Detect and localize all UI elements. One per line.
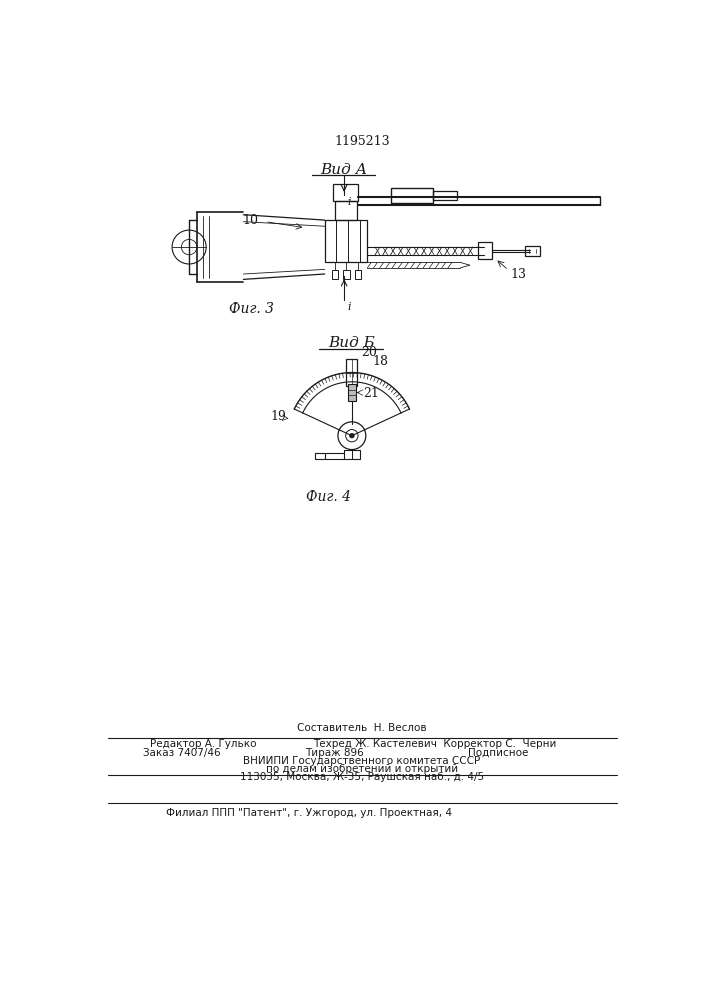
Bar xyxy=(355,270,361,279)
Bar xyxy=(433,191,457,200)
Text: 13: 13 xyxy=(510,267,527,280)
Text: 19: 19 xyxy=(270,410,286,423)
Bar xyxy=(348,384,356,401)
Text: Техред Ж. Кастелевич  Корректор С.  Черни: Техред Ж. Кастелевич Корректор С. Черни xyxy=(313,739,556,749)
Text: i: i xyxy=(347,197,351,207)
Text: Подписное: Подписное xyxy=(468,748,529,758)
Text: 1195213: 1195213 xyxy=(334,135,390,148)
Text: 21: 21 xyxy=(363,387,379,400)
Bar xyxy=(325,220,368,262)
Bar xyxy=(391,188,433,203)
Text: i: i xyxy=(347,302,351,312)
Text: ВНИИПИ Государственного комитета СССР: ВНИИПИ Государственного комитета СССР xyxy=(243,756,481,766)
Text: 20: 20 xyxy=(361,346,377,359)
Text: 10: 10 xyxy=(243,214,259,227)
Text: Вид Б: Вид Б xyxy=(329,336,375,350)
Bar xyxy=(346,359,357,386)
Text: 113035, Москва, Ж-35, Раушская наб., д. 4/5: 113035, Москва, Ж-35, Раушская наб., д. … xyxy=(240,772,484,782)
Text: Заказ 7407/46: Заказ 7407/46 xyxy=(143,748,221,758)
Bar xyxy=(344,270,349,279)
Bar xyxy=(333,184,358,201)
Bar xyxy=(332,270,338,279)
Text: Филиал ППП "Патент", г. Ужгород, ул. Проектная, 4: Филиал ППП "Патент", г. Ужгород, ул. Про… xyxy=(166,808,452,818)
Text: по делам изобретений и открытий: по делам изобретений и открытий xyxy=(266,764,458,774)
Text: 18: 18 xyxy=(372,355,388,368)
Text: Фиг. 3: Фиг. 3 xyxy=(228,302,274,316)
Text: Составитель  Н. Веслов: Составитель Н. Веслов xyxy=(297,723,427,733)
Bar xyxy=(315,453,325,459)
Bar xyxy=(344,450,360,459)
Text: Тираж 896: Тираж 896 xyxy=(305,748,364,758)
Bar xyxy=(478,242,492,259)
Circle shape xyxy=(349,433,354,438)
Text: Фиг. 4: Фиг. 4 xyxy=(306,490,351,504)
Bar xyxy=(525,246,540,256)
Text: Редактор А. Гулько: Редактор А. Гулько xyxy=(151,739,257,749)
Text: Вид А: Вид А xyxy=(320,163,368,177)
Bar xyxy=(335,201,356,220)
